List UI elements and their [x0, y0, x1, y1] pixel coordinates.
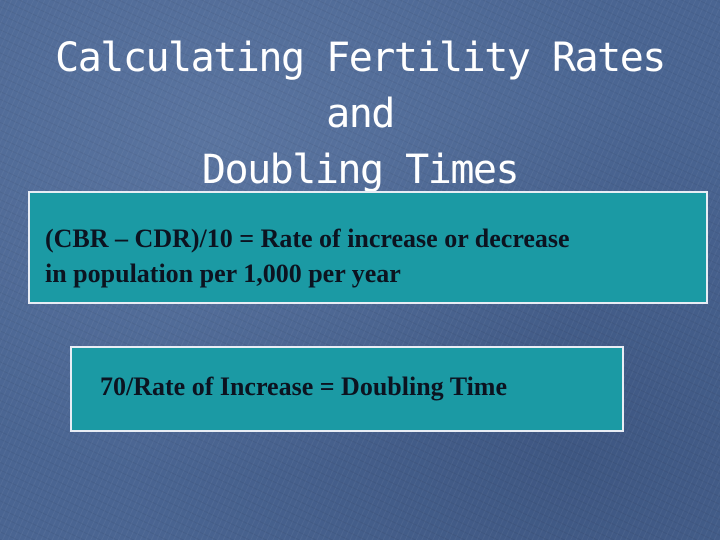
rate-formula-box: (CBR – CDR)/10 = Rate of increase or dec… [28, 191, 708, 304]
slide-title: Calculating Fertility Rates and Doubling… [20, 30, 700, 198]
slide-title-line-2: Doubling Times [201, 147, 520, 193]
doubling-time-formula: 70/Rate of Increase = Doubling Time [100, 372, 507, 401]
rate-formula-line-1: (CBR – CDR)/10 = Rate of increase or dec… [45, 224, 570, 253]
doubling-time-box: 70/Rate of Increase = Doubling Time [70, 346, 624, 432]
rate-formula-line-2: in population per 1,000 per year [45, 259, 401, 288]
slide-title-line-1: Calculating Fertility Rates and [55, 35, 666, 137]
